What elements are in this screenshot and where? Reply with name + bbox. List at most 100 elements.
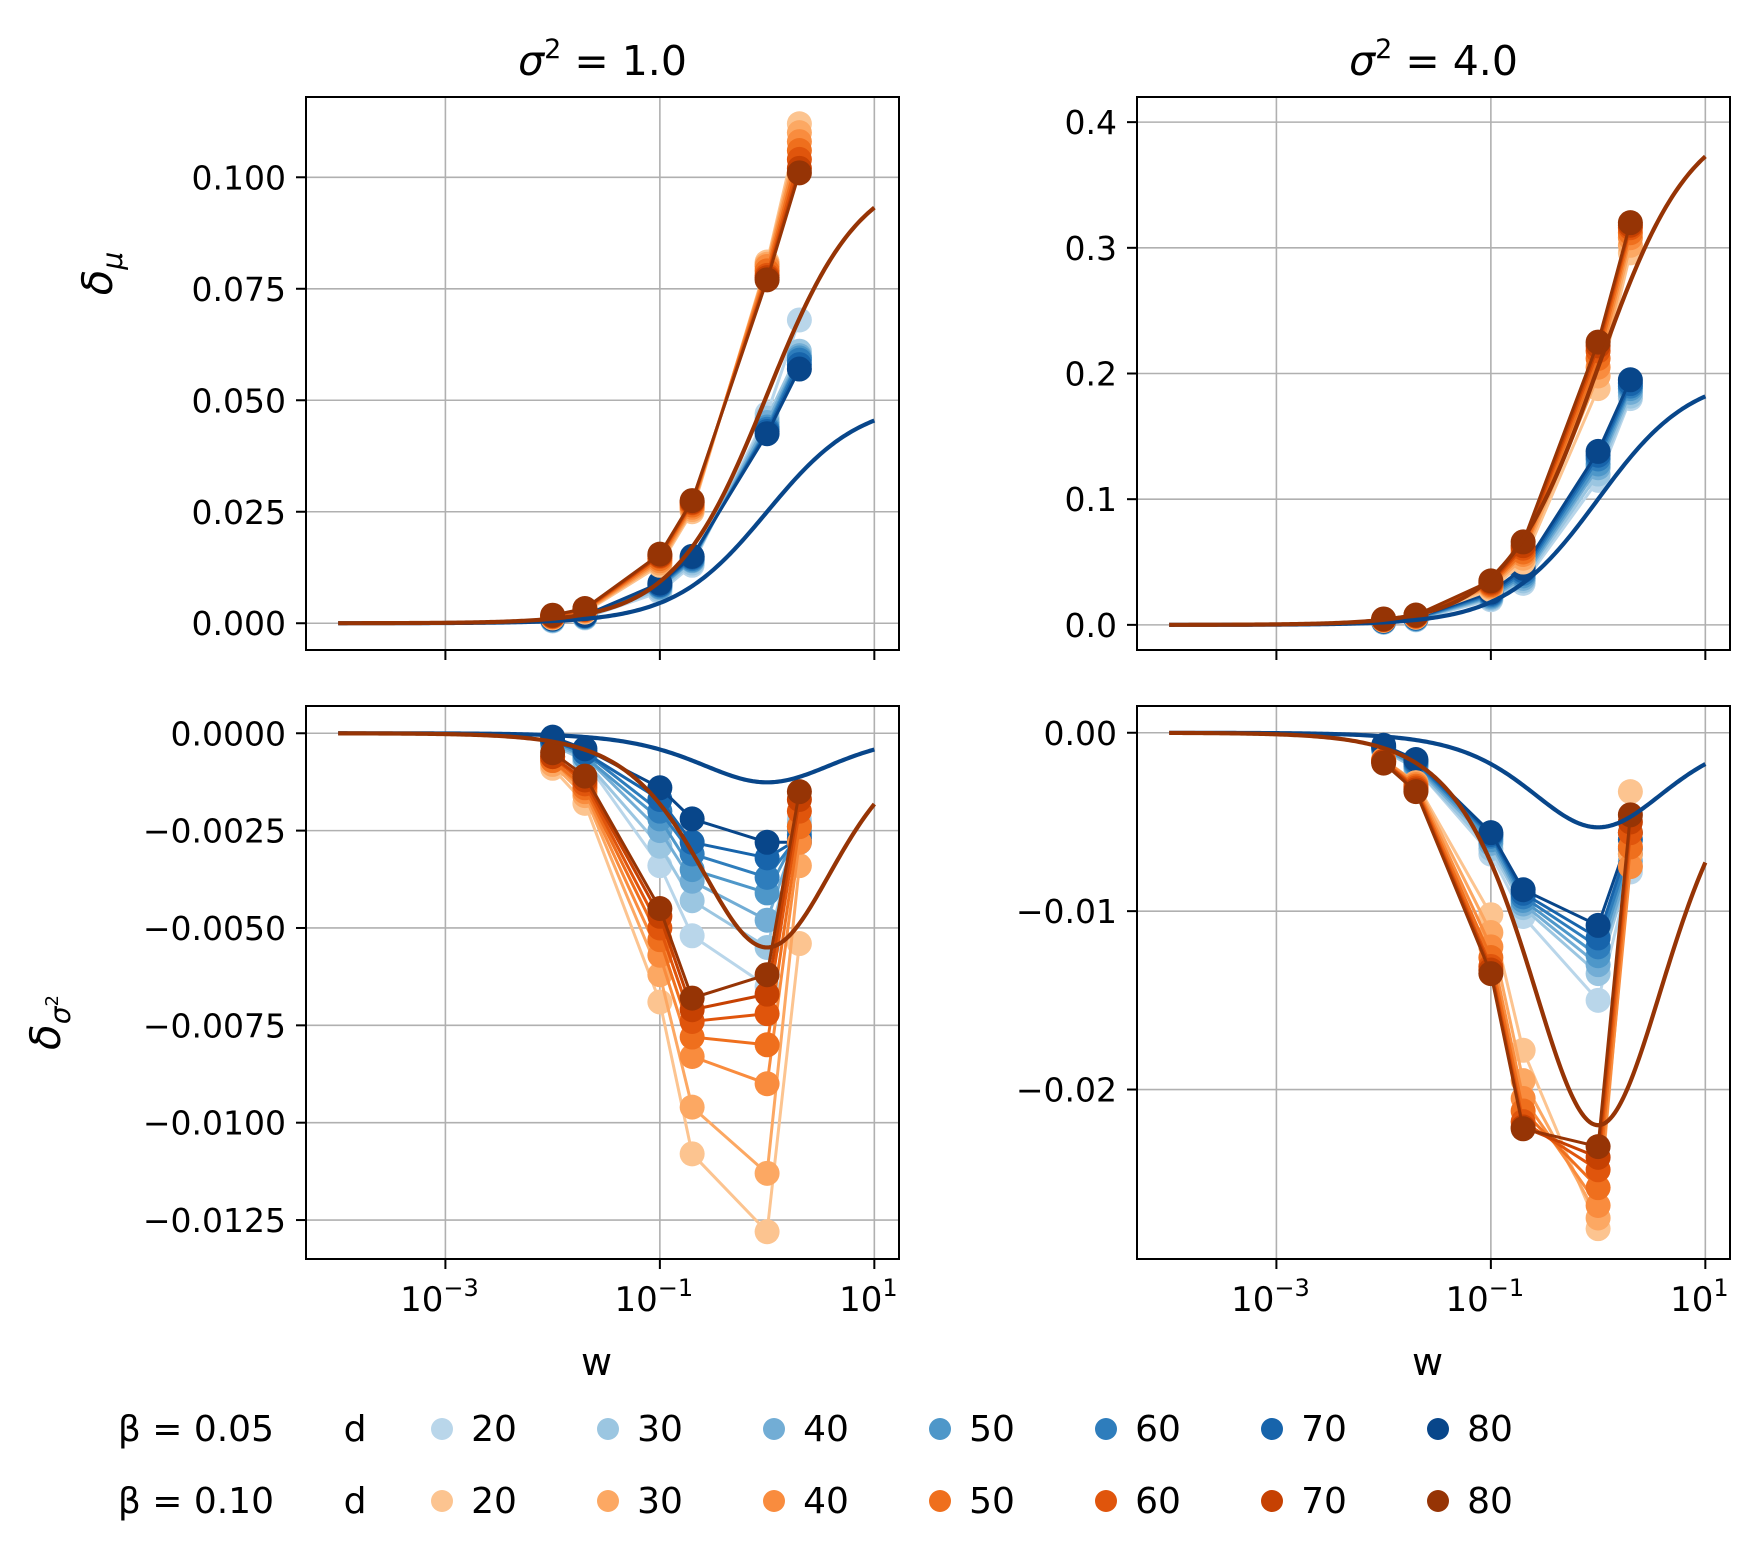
data-point [786, 356, 812, 382]
y-tick-label: −0.01 [1016, 892, 1117, 931]
data-point [754, 981, 780, 1007]
series-beta-0.10-d-80 [540, 740, 812, 1011]
theory-curve-beta-0.10 [1169, 154, 1707, 627]
legend-d-label: d [344, 1481, 367, 1522]
y-tick-label: −0.0025 [143, 812, 286, 851]
series-beta-0.05-d-40 [1371, 379, 1643, 635]
data-point [786, 779, 812, 805]
x-tick-label: 10−3 [1231, 1274, 1310, 1320]
data-point [1510, 1116, 1536, 1142]
y-axis: 0.0 0.1 0.2 0.3 0.4 [1065, 103, 1137, 645]
series-beta-0.10-d-20 [540, 111, 812, 631]
data-point [647, 541, 673, 567]
axes-frame [1136, 705, 1731, 1260]
theory-curve-beta-0.10 [1169, 730, 1708, 1128]
legend-marker [597, 1418, 619, 1440]
legend-row-beta-005: β = 0.05 d 20 30 40 50 60 70 80 [118, 1409, 1513, 1450]
x-axis: 10−3 10−1 101 w [1231, 1259, 1729, 1384]
y-tick-label: −0.02 [1016, 1071, 1117, 1110]
x-axis: 10−3 10−1 101 w [400, 1259, 898, 1384]
legend-marker [597, 1490, 619, 1512]
data-point [647, 896, 673, 922]
y-tick-label: 0.0 [1065, 606, 1117, 645]
x-axis [444, 650, 876, 660]
y-tick-label: 0.000 [192, 604, 286, 643]
data-point [679, 1094, 705, 1120]
series-beta-0.10-d-80 [1371, 750, 1643, 1160]
legend: β = 0.05 d 20 30 40 50 60 70 80 β = 0.10 d 20 30 40 50… [118, 1409, 1513, 1522]
panel-title: σ2 = 1.0 [518, 34, 687, 85]
y-tick-label: 0.050 [192, 381, 286, 420]
data-point [572, 763, 598, 789]
legend-d-label: d [344, 1409, 367, 1450]
data-point [679, 1043, 705, 1069]
data-point [679, 829, 705, 855]
data-point [786, 160, 812, 186]
y-tick-label: 0.025 [192, 493, 286, 532]
legend-marker [763, 1418, 785, 1440]
series-line [552, 150, 801, 619]
series-beta-0.10-d-50 [1371, 220, 1643, 633]
legend-marker [1095, 1418, 1117, 1440]
series-line [552, 123, 801, 620]
panel-mu_s4: 0.0 0.1 0.2 0.3 0.4 σ2 = 4.0 [1065, 34, 1731, 660]
series-line [552, 141, 801, 619]
data-point [1585, 1192, 1611, 1218]
legend-marker [431, 1490, 453, 1512]
data-point [540, 740, 566, 766]
panel-var_s1: 10−3 10−1 101 w 0.0000 −0.0025 −0.0050 −0.0075 −… [21, 705, 900, 1384]
y-axis-label: δσ2 [21, 995, 77, 1050]
legend-row-beta-010: β = 0.10 d 20 30 40 50 60 70 80 [118, 1481, 1513, 1522]
y-tick-label: 0.3 [1065, 229, 1117, 268]
data-point [679, 1141, 705, 1167]
legend-d-value: 80 [1467, 1481, 1513, 1522]
series-beta-0.10-d-30 [540, 120, 812, 630]
data-layer [338, 111, 876, 634]
y-axis: 0.000 0.025 0.050 0.075 0.100 [192, 158, 306, 643]
legend-marker [1261, 1418, 1283, 1440]
y-tick-label: 0.00 [1044, 714, 1117, 753]
data-point [1585, 438, 1611, 464]
data-point [754, 829, 780, 855]
legend-d-value: 30 [637, 1409, 683, 1450]
theory-curve-beta-0.10 [338, 206, 876, 626]
data-point [1403, 779, 1429, 805]
legend-d-value: 50 [969, 1409, 1015, 1450]
data-point [1585, 987, 1611, 1013]
legend-marker [1427, 1418, 1449, 1440]
data-point [1617, 779, 1643, 805]
y-tick-label: 0.1 [1065, 480, 1117, 519]
legend-d-value: 30 [637, 1481, 683, 1522]
series-beta-0.05-d-20 [540, 307, 812, 634]
data-point [540, 602, 566, 628]
data-point [754, 1160, 780, 1186]
legend-d-value: 80 [1467, 1409, 1513, 1450]
data-point [754, 962, 780, 988]
theory-curve-beta-0.05 [1169, 394, 1707, 627]
x-tick-label: 101 [1670, 1274, 1729, 1320]
theory-curve-beta-0.10 [338, 731, 876, 950]
series-line [552, 159, 801, 618]
series-line [552, 172, 801, 617]
data-point [754, 1032, 780, 1058]
y-tick-label: −0.0125 [143, 1201, 286, 1240]
axes-frame [305, 96, 900, 651]
legend-d-value: 50 [969, 1481, 1015, 1522]
legend-marker [929, 1490, 951, 1512]
x-tick-label: 101 [839, 1274, 898, 1320]
y-axis: 0.0000 −0.0025 −0.0050 −0.0075 −0.0100 −0.012… [143, 714, 306, 1240]
x-tick-label: 10−3 [400, 1274, 479, 1320]
data-point [754, 907, 780, 933]
data-point [754, 1219, 780, 1245]
y-tick-label: 0.100 [192, 158, 286, 197]
series-beta-0.10-d-80 [540, 160, 812, 628]
data-point [679, 985, 705, 1011]
legend-beta-label: β = 0.05 [118, 1409, 274, 1450]
data-point [1478, 820, 1504, 846]
data-point [754, 421, 780, 447]
data-point [679, 543, 705, 569]
legend-marker [763, 1490, 785, 1512]
panel-mu_s1: 0.000 0.025 0.050 0.075 0.100 σ2 = 1.0 δμ [73, 34, 900, 660]
